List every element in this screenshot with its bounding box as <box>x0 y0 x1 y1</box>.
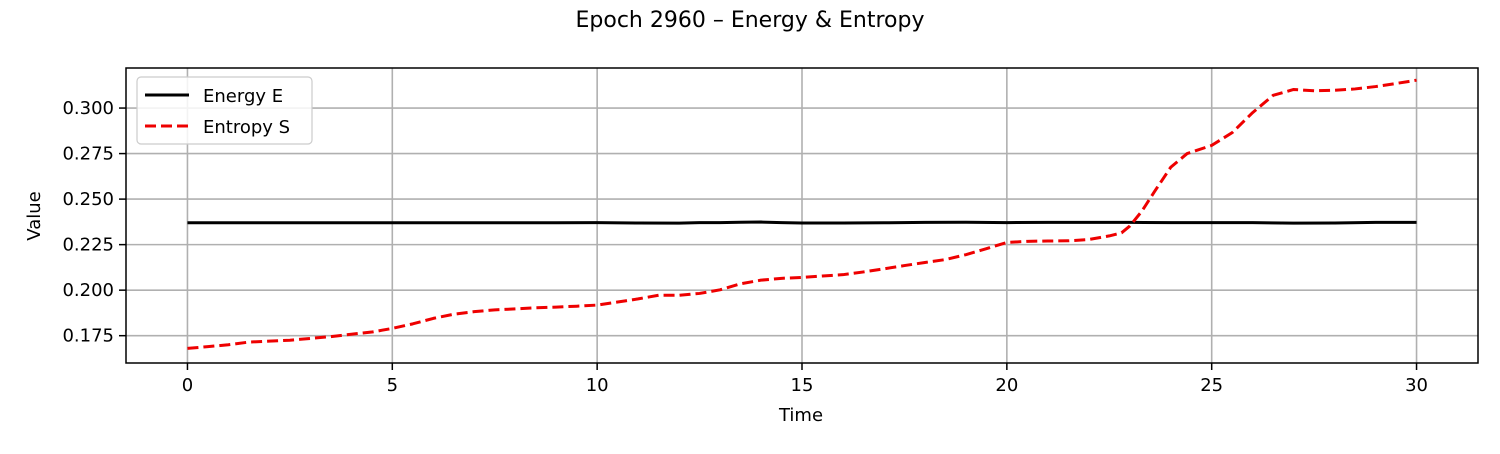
chart-title: Epoch 2960 – Energy & Entropy <box>576 8 925 33</box>
x-tick-label: 25 <box>1200 375 1223 396</box>
legend-label-entropy: Entropy S <box>203 117 290 138</box>
y-tick-label: 0.175 <box>62 326 114 347</box>
x-tick-label: 20 <box>995 375 1018 396</box>
y-tick-label: 0.200 <box>62 280 114 301</box>
y-axis-label: Value <box>24 191 45 240</box>
y-tick-label: 0.225 <box>62 235 114 256</box>
series-lines <box>187 78 1417 350</box>
x-tick-label: 0 <box>182 375 193 396</box>
legend: Energy E Entropy S <box>136 76 313 145</box>
y-tick-label: 0.300 <box>62 98 114 119</box>
legend-label-energy: Energy E <box>203 86 283 107</box>
x-tick-label: 30 <box>1405 375 1428 396</box>
x-tick-label: 5 <box>387 375 398 396</box>
x-axis-label: Time <box>778 405 823 426</box>
y-tick-label: 0.275 <box>62 144 114 165</box>
y-tick-label: 0.250 <box>62 189 114 210</box>
series-line-energy-e <box>187 220 1417 225</box>
x-tick-label: 15 <box>791 375 814 396</box>
x-tick-label: 10 <box>586 375 609 396</box>
series-line-entropy-s <box>187 78 1417 350</box>
axis-ticks: 0 5 10 15 20 25 30 0.175 0.200 0.225 0.250 0.275 0.3… <box>62 98 1428 396</box>
